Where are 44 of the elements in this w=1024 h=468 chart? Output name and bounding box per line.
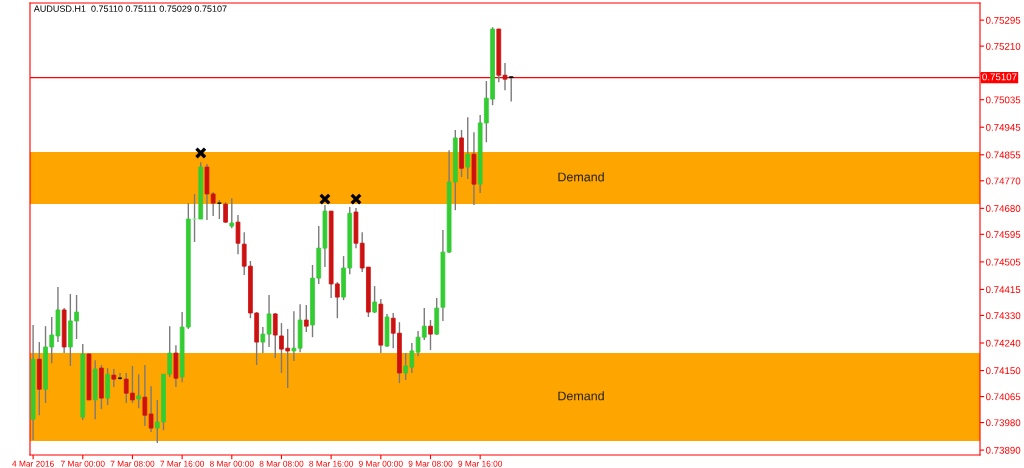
- chart-title: AUDUSD.H1 0.75110 0.75111 0.75029 0.75107: [33, 5, 227, 12]
- candlestick: [217, 199, 222, 220]
- y-tick-label: 0.74680: [985, 205, 1021, 212]
- candlestick: [111, 368, 117, 388]
- x-tick-label: 7 Mar 16:00: [160, 460, 205, 467]
- candlestick: [428, 319, 433, 351]
- candlestick: [192, 193, 197, 243]
- candlestick: [372, 285, 377, 314]
- x-tick-label: 9 Mar 16:00: [458, 460, 503, 467]
- y-tick-label: 0.74415: [985, 286, 1021, 294]
- ref-line-label: 0.75107: [982, 73, 1017, 81]
- x-tick-label: 8 Mar 08:00: [259, 460, 304, 467]
- y-tick-label: 0.74240: [985, 339, 1021, 347]
- y-tick-label: 0.74595: [985, 231, 1021, 238]
- y-tick-label: 0.74770: [985, 177, 1021, 185]
- y-tick-label: 0.74150: [985, 367, 1021, 375]
- candlestick: [303, 304, 309, 333]
- candlestick: [148, 385, 154, 433]
- y-tick-label: 0.74945: [985, 123, 1021, 131]
- x-tick-label: 4 Mar 2016: [12, 460, 54, 467]
- band-label: Demand: [558, 391, 604, 401]
- y-tick-label: 0.75035: [985, 96, 1021, 104]
- x-tick-label: 7 Mar 00:00: [60, 460, 105, 467]
- y-tick-label: 0.73890: [985, 446, 1021, 454]
- candlestick: [142, 364, 148, 427]
- y-tick-label: 0.74065: [985, 393, 1021, 401]
- candlestick: [136, 373, 141, 409]
- candlestick: [465, 116, 471, 180]
- candlestick: [229, 197, 235, 229]
- y-tick-label: 0.75210: [985, 42, 1021, 50]
- y-tick-label: 0.73980: [985, 419, 1021, 427]
- y-tick-label: 0.74855: [985, 151, 1021, 159]
- x-tick-label: 8 Mar 16:00: [309, 460, 354, 467]
- band-label: Demand: [558, 172, 604, 182]
- x-tick-label: 9 Mar 08:00: [408, 460, 453, 467]
- candlestick: [291, 310, 297, 362]
- y-tick-label: 0.74330: [985, 312, 1021, 320]
- y-tick-label: 0.74505: [985, 258, 1021, 266]
- y-tick-label: 0.75295: [985, 16, 1021, 24]
- candlestick: [105, 367, 110, 406]
- x-tick-label: 7 Mar 08:00: [110, 460, 155, 467]
- x-tick-label: 8 Mar 00:00: [209, 460, 254, 467]
- x-tick-label: 9 Mar 00:00: [358, 460, 403, 467]
- candlestick: [508, 75, 514, 103]
